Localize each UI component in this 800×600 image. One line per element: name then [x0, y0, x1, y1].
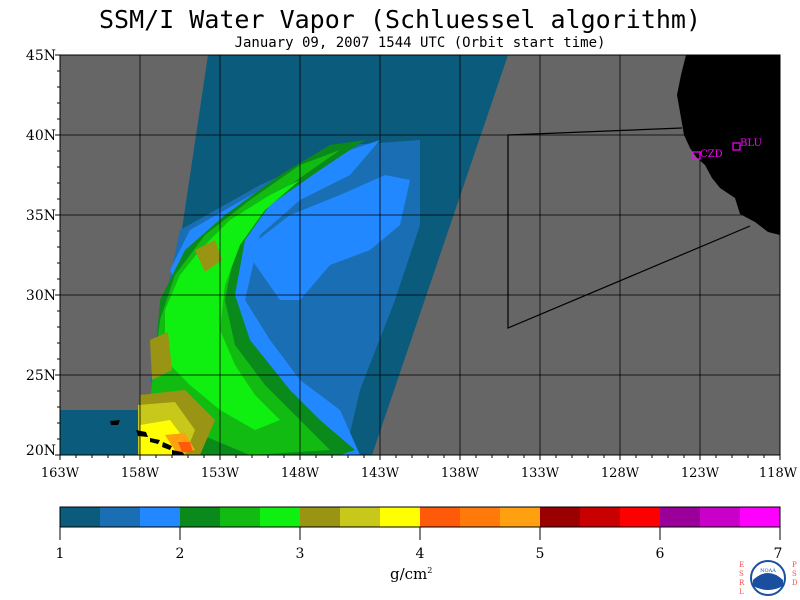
noaa-bird-icon — [753, 573, 783, 590]
lat-label: 45N — [26, 48, 56, 64]
island-oahu — [136, 430, 148, 437]
lon-label: 133W — [521, 466, 560, 481]
colorbar-swatch — [620, 507, 661, 527]
swath-red-orange — [178, 442, 193, 452]
island-molokai — [150, 438, 160, 444]
north-america-land — [677, 55, 780, 235]
island-kauai — [110, 420, 120, 425]
colorbar-tick-label: 1 — [56, 546, 65, 562]
colorbar-swatch — [220, 507, 261, 527]
lat-label: 30N — [26, 288, 56, 304]
colorbar-swatch — [100, 507, 141, 527]
station-label-blu: BLU — [740, 138, 762, 149]
swath-olive-1 — [195, 240, 222, 272]
station-marker-czd — [692, 151, 701, 160]
lat-label: 35N — [26, 208, 56, 224]
lon-label: 163W — [41, 466, 80, 481]
colorbar-tick-label: 4 — [416, 546, 425, 562]
swath-inner-blue — [245, 175, 410, 300]
colorbar-tick-label: 5 — [536, 546, 545, 562]
colorbar-swatch — [260, 507, 301, 527]
lon-label: 158W — [121, 466, 160, 481]
logo-esrl-r: R — [739, 579, 745, 587]
colorbar-swatch — [420, 507, 461, 527]
lon-label: 128W — [601, 466, 640, 481]
colorbar-swatch — [460, 507, 501, 527]
logo-esrl-l: L — [739, 588, 744, 596]
colorbar-tick-label: 7 — [774, 546, 783, 562]
noaa-esrl-logo: E S R L NOAA P S D — [739, 560, 798, 596]
logo-psd-p: P — [792, 561, 797, 569]
colorbar-swatch — [660, 507, 701, 527]
map-subtitle: January 09, 2007 1544 UTC (Orbit start t… — [234, 35, 606, 51]
colorbar — [60, 507, 781, 527]
lat-label: 20N — [26, 443, 56, 459]
logo-psd-s: S — [792, 570, 797, 578]
colorbar-swatch — [540, 507, 581, 527]
swath-olive-2 — [150, 332, 172, 380]
colorbar-swatch — [500, 507, 541, 527]
unit-exponent: 2 — [427, 566, 433, 575]
lon-label: 148W — [281, 466, 320, 481]
colorbar-tick-label: 2 — [176, 546, 185, 562]
axis-ticks — [55, 54, 781, 460]
swath-bright-green — [165, 180, 300, 430]
colorbar-ticks — [59, 527, 781, 540]
colorbar-swatch — [380, 507, 421, 527]
unit-text: g/cm — [390, 565, 428, 583]
flight-track — [507, 127, 751, 329]
lat-label: 25N — [26, 368, 56, 384]
colorbar-swatch — [700, 507, 741, 527]
colorbar-tick-label: 6 — [656, 546, 665, 562]
colorbar-swatch — [580, 507, 621, 527]
colorbar-swatch — [60, 507, 101, 527]
logo-noaa-text: NOAA — [760, 568, 776, 574]
water-vapor-swath — [60, 55, 780, 455]
colorbar-swatch — [340, 507, 381, 527]
map-title: SSM/I Water Vapor (Schluessel algorithm) — [98, 5, 702, 34]
map-frame — [59, 54, 781, 456]
island-hawaii — [172, 450, 185, 455]
colorbar-swatch — [180, 507, 221, 527]
colorbar-swatch — [140, 507, 181, 527]
lon-label: 138W — [441, 466, 480, 481]
lat-label: 40N — [26, 128, 56, 144]
colorbar-tick-label: 3 — [296, 546, 305, 562]
colorbar-unit: g/cm2 — [390, 565, 432, 583]
colorbar-swatch — [300, 507, 341, 527]
lat-lon-grid — [60, 55, 780, 455]
island-maui — [162, 442, 172, 450]
logo-esrl-e: E — [739, 561, 744, 569]
station-label-czd: CZD — [700, 149, 723, 160]
lon-label: 143W — [361, 466, 400, 481]
lon-label: 118W — [759, 466, 798, 481]
lon-label: 123W — [681, 466, 720, 481]
station-marker-blu — [732, 142, 741, 151]
colorbar-swatch — [740, 507, 781, 527]
logo-psd-d: D — [792, 579, 798, 587]
logo-esrl-s: S — [739, 570, 744, 578]
lon-label: 153W — [201, 466, 240, 481]
